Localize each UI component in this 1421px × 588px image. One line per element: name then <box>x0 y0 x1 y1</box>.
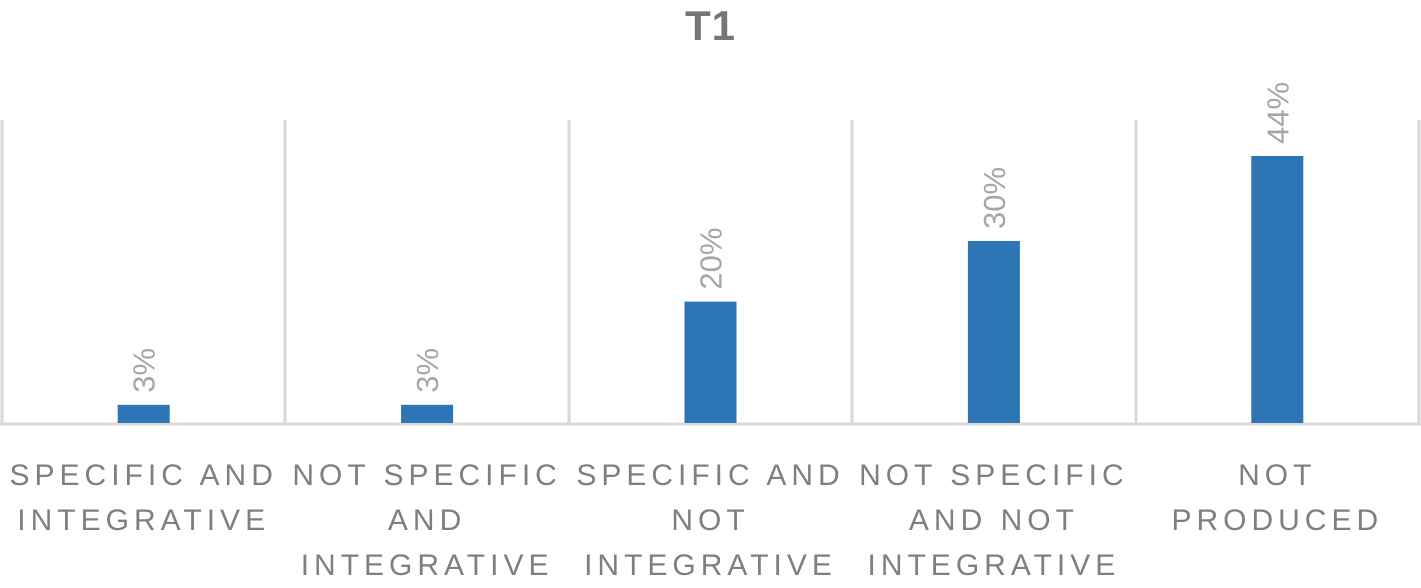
grid-layer <box>0 120 1421 426</box>
data-label: 3% <box>410 348 445 393</box>
bar <box>401 404 454 423</box>
data-label: 30% <box>977 167 1012 229</box>
bars-layer <box>117 156 1304 423</box>
data-labels-layer: 3% 3% 20% 30% 44% <box>127 82 1296 393</box>
category-label: SPECIFIC AND NOT INTEGRATIVE <box>576 459 845 582</box>
category-label: NOT SPECIFIC AND INTEGRATIVE <box>292 459 562 582</box>
bar <box>117 404 170 423</box>
bar-chart: 3% 3% 20% 30% 44% <box>0 82 1421 426</box>
category-label: NOT PRODUCED <box>1171 459 1384 537</box>
data-label: 20% <box>694 228 729 290</box>
data-label: 3% <box>127 348 162 393</box>
category-label: SPECIFIC AND INTEGRATIVE <box>9 459 278 537</box>
bar <box>684 301 737 423</box>
category-label: NOT SPECIFIC AND NOT INTEGRATIVE <box>859 459 1129 582</box>
data-label: 44% <box>1260 82 1295 144</box>
chart-title: T1 <box>684 2 736 49</box>
bar <box>1251 156 1304 423</box>
bar <box>967 241 1020 423</box>
